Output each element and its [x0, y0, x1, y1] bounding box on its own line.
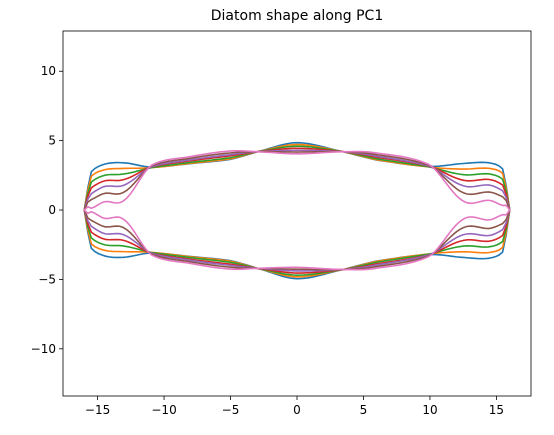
series-line-7: [83, 149, 511, 271]
chart-title: Diatom shape along PC1: [211, 8, 383, 24]
x-tick-label: −10: [151, 403, 176, 417]
y-tick-label: −10: [31, 342, 56, 356]
plot-lines: [83, 141, 511, 280]
x-tick-label: 15: [489, 403, 504, 417]
x-tick-label: 5: [360, 403, 368, 417]
x-tick-label: 10: [422, 403, 437, 417]
plot-frame: [62, 30, 532, 397]
y-tick-label: 5: [48, 134, 56, 148]
x-axis: −15 −10 −5 0 5 10 15: [85, 396, 504, 417]
x-tick-label: 0: [293, 403, 301, 417]
y-tick-label: 0: [48, 203, 56, 217]
series-line-1: [83, 141, 511, 280]
series-line-2: [83, 143, 511, 278]
y-tick-label: −5: [38, 272, 56, 286]
y-tick-label: 10: [41, 64, 56, 78]
x-tick-label: −5: [222, 403, 240, 417]
y-axis: −10 −5 0 5 10: [31, 64, 63, 356]
x-tick-label: −15: [85, 403, 110, 417]
